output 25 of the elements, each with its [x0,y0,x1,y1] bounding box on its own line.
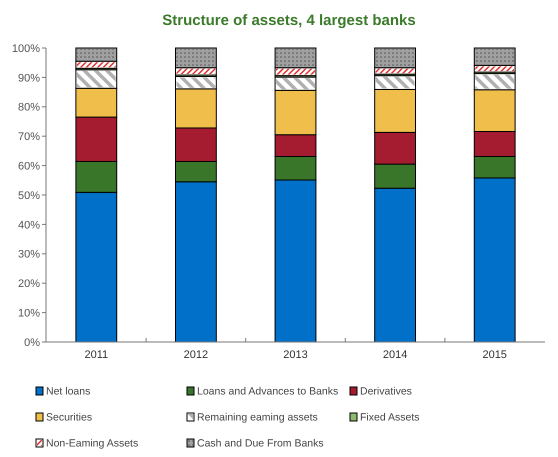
y-tick-label: 70% [18,131,40,144]
y-tick-label: 30% [18,248,40,261]
chart-title: Structure of assets, 4 largest banks [162,12,416,29]
y-tick-label: 10% [18,307,40,320]
x-tick-label: 2015 [482,349,507,361]
y-tick-label: 80% [18,102,40,114]
legend-label: Non-Eaming Assets [46,438,138,450]
legend-label: Securities [46,412,92,424]
legend-label: Fixed Assets [360,412,420,424]
y-tick-label: 0% [24,336,40,349]
y-tick-label: 100% [12,42,40,55]
legend-label: Cash and Due From Banks [197,438,324,450]
legend-label: Loans and Advances to Banks [197,386,338,398]
legend-label: Remaining eaming assets [197,412,318,424]
x-tick-label: 2011 [84,349,108,361]
y-tick-label: 90% [18,72,40,84]
x-tick-label: 2013 [283,349,308,361]
x-tick-label: 2012 [184,349,208,361]
y-tick-label: 20% [18,278,40,290]
y-tick-label: 40% [18,219,40,232]
legend-label: Net loans [46,386,90,398]
x-tick-label: 2014 [382,349,408,361]
y-tick-label: 60% [18,160,40,172]
legend-label: Derivatives [360,386,412,398]
y-tick-label: 50% [18,190,40,202]
